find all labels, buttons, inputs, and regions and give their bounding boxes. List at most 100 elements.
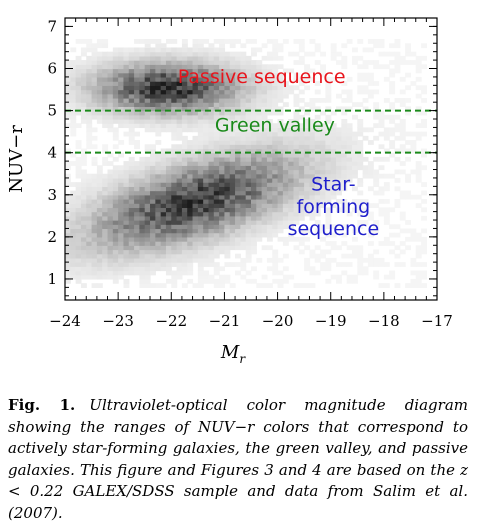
heatmap-cell xyxy=(150,51,156,57)
heatmap-cell xyxy=(160,177,167,183)
heatmap-cell xyxy=(245,119,252,124)
heatmap-cell xyxy=(91,245,98,251)
heatmap-cell xyxy=(282,165,289,171)
heatmap-cell xyxy=(229,203,236,209)
heatmap-cell xyxy=(165,102,172,107)
heatmap-cell xyxy=(208,131,215,137)
heatmap-cell xyxy=(298,283,305,288)
heatmap-cell xyxy=(213,211,220,217)
heatmap-cell xyxy=(389,81,396,86)
heatmap-cell xyxy=(383,64,390,70)
heatmap-cell xyxy=(155,85,162,91)
heatmap-cell xyxy=(107,245,114,251)
heatmap-cell xyxy=(336,93,342,99)
heatmap-cell xyxy=(144,39,151,44)
heatmap-cell xyxy=(235,68,241,74)
heatmap-cell xyxy=(229,220,236,225)
heatmap-cell xyxy=(224,224,231,230)
heatmap-cell xyxy=(314,203,321,209)
heatmap-cell xyxy=(187,47,194,53)
heatmap-cell xyxy=(91,211,98,217)
heatmap-cell xyxy=(208,123,215,129)
heatmap-cell xyxy=(208,156,215,162)
heatmap-cell xyxy=(336,165,342,171)
heatmap-cell xyxy=(330,232,337,238)
heatmap-cell xyxy=(181,55,188,61)
heatmap-cell xyxy=(213,119,220,124)
heatmap-cell xyxy=(266,203,273,209)
heatmap-cell xyxy=(261,165,268,171)
heatmap-cell xyxy=(123,253,130,259)
heatmap-cell xyxy=(96,81,103,86)
heatmap-cell xyxy=(245,220,252,225)
heatmap-cell xyxy=(383,211,390,217)
heatmap-cell xyxy=(351,198,358,204)
heatmap-cell xyxy=(86,131,93,137)
heatmap-cell xyxy=(75,236,82,242)
heatmap-cell xyxy=(405,72,412,78)
heatmap-cell xyxy=(405,194,412,200)
heatmap-cell xyxy=(415,173,422,179)
heatmap-cell xyxy=(314,220,321,225)
heatmap-cell xyxy=(203,106,210,112)
heatmap-cell xyxy=(75,110,82,116)
heatmap-cell xyxy=(336,148,342,154)
heatmap-cell xyxy=(266,228,273,234)
heatmap-cell xyxy=(219,211,226,217)
heatmap-cell xyxy=(351,173,358,179)
heatmap-cell xyxy=(134,220,140,225)
heatmap-cell xyxy=(134,93,140,99)
heatmap-cell xyxy=(203,241,210,246)
heatmap-cell xyxy=(128,55,135,61)
heatmap-cell xyxy=(309,283,316,288)
heatmap-cell xyxy=(272,203,279,209)
heatmap-cell xyxy=(128,156,135,162)
heatmap-cell xyxy=(410,148,417,154)
heatmap-cell xyxy=(336,173,342,179)
heatmap-cell xyxy=(288,85,295,91)
heatmap-cell xyxy=(336,51,342,57)
heatmap-cell xyxy=(261,135,268,141)
heatmap-cell xyxy=(70,89,77,95)
heatmap-cell xyxy=(336,156,342,162)
heatmap-cell xyxy=(256,148,263,154)
heatmap-cell xyxy=(325,215,332,221)
heatmap-cell xyxy=(272,224,279,230)
heatmap-cell xyxy=(277,93,284,99)
heatmap-cell xyxy=(213,51,220,57)
heatmap-cell xyxy=(155,220,162,225)
heatmap-cell xyxy=(213,190,220,196)
heatmap-cell xyxy=(134,245,140,251)
heatmap-cell xyxy=(240,190,247,196)
heatmap-cell xyxy=(112,72,119,78)
heatmap-cell xyxy=(181,215,188,221)
heatmap-cell xyxy=(399,211,406,217)
x-tick-label: −18 xyxy=(368,312,400,330)
heatmap-cell xyxy=(181,253,188,259)
heatmap-cell xyxy=(282,278,289,284)
heatmap-cell xyxy=(96,43,103,49)
heatmap-cell xyxy=(346,131,353,137)
heatmap-cell xyxy=(336,140,342,145)
heatmap-cell xyxy=(219,135,226,141)
heatmap-cell xyxy=(203,148,210,154)
heatmap-cell xyxy=(405,220,412,225)
heatmap-cell xyxy=(107,72,114,78)
heatmap-cell xyxy=(245,127,252,133)
heatmap-cell xyxy=(86,144,93,150)
heatmap-cell xyxy=(181,245,188,251)
heatmap-cell xyxy=(139,274,146,280)
heatmap-cell xyxy=(96,119,103,124)
heatmap-cell xyxy=(102,207,109,213)
heatmap-cell xyxy=(235,76,241,82)
heatmap-cell xyxy=(240,119,247,124)
heatmap-cell xyxy=(351,140,358,145)
heatmap-cell xyxy=(373,220,380,225)
heatmap-cell xyxy=(304,76,311,82)
heatmap-cell xyxy=(320,131,326,137)
heatmap-cell xyxy=(378,207,385,213)
heatmap-cell xyxy=(341,123,348,129)
heatmap-cell xyxy=(197,81,204,86)
heatmap-cell xyxy=(251,215,257,221)
heatmap-cell xyxy=(176,55,183,61)
